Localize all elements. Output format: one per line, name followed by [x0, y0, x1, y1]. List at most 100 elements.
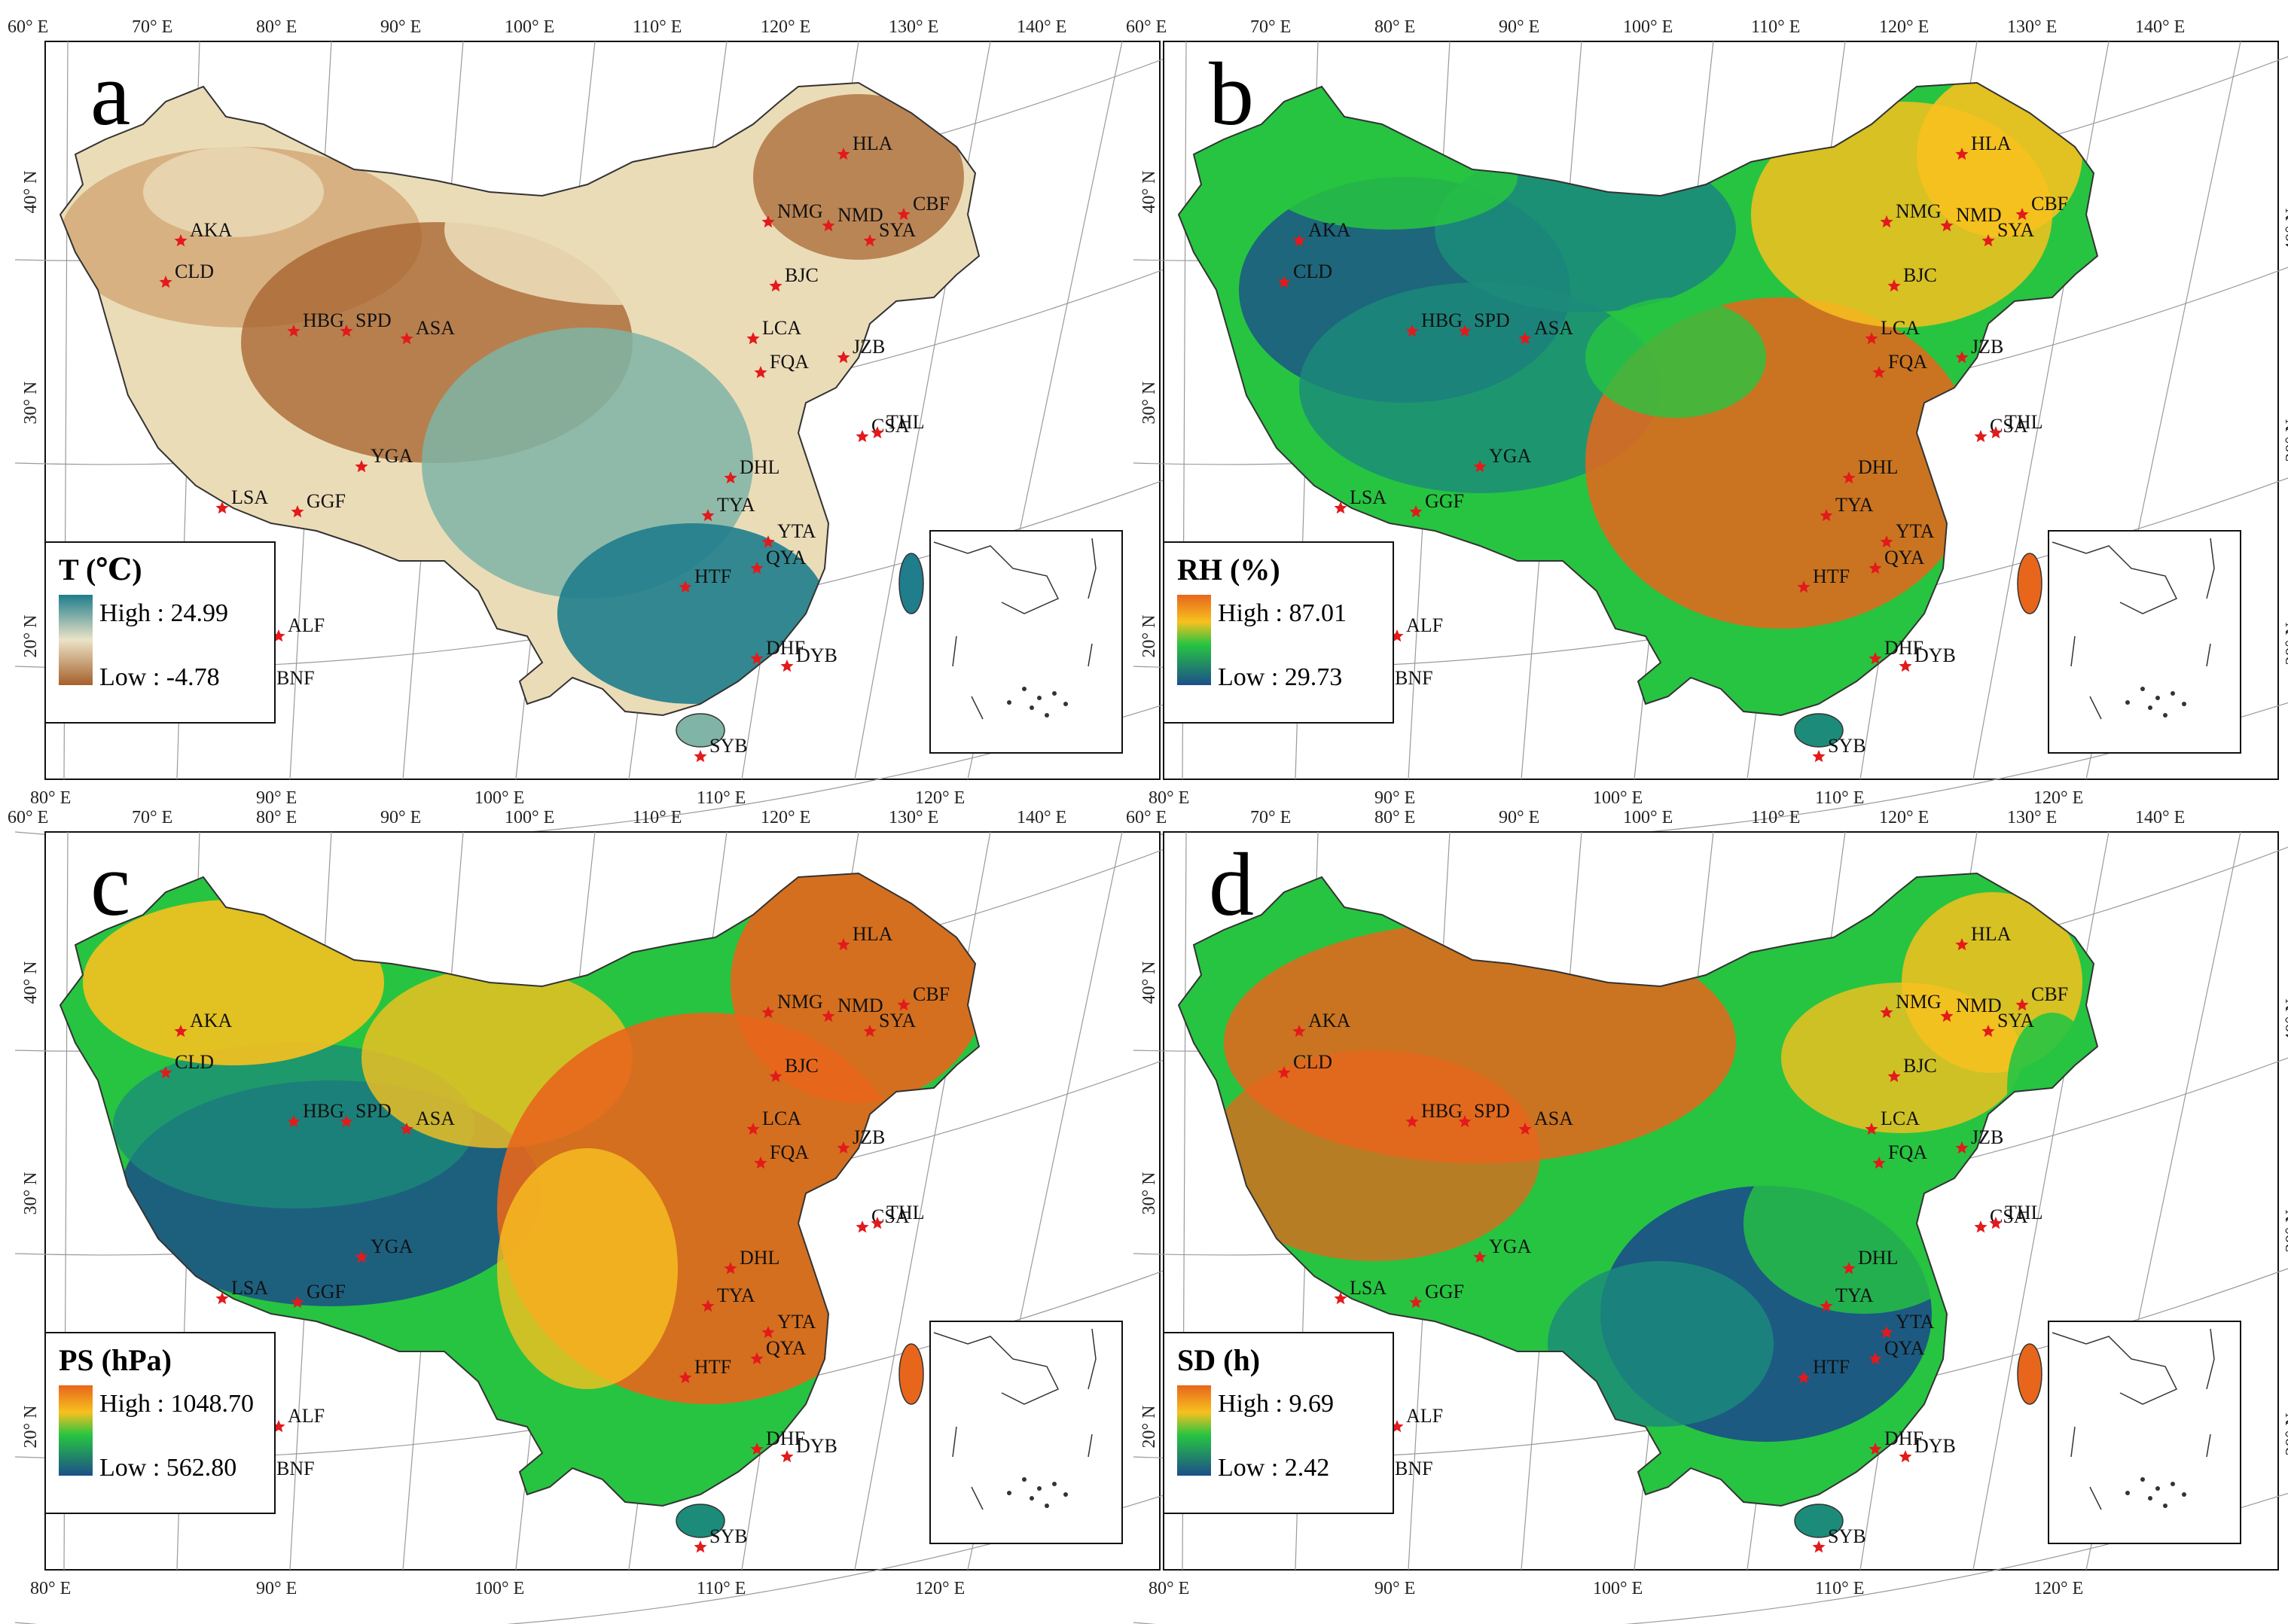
station-label: ASA [416, 1108, 455, 1129]
top-tick-label: 110° E [1751, 17, 1800, 37]
top-tick-label: 70° E [132, 17, 172, 37]
legend-title: T (℃) [59, 553, 142, 587]
station-label: JZB [853, 1126, 885, 1148]
station-label: ALF [288, 614, 325, 636]
inset-island [1052, 691, 1057, 696]
top-tick-label: 60° E [1126, 17, 1167, 37]
station-label: FQA [770, 1141, 809, 1163]
right-tick-label: 20° N [2283, 1413, 2288, 1456]
inset-island [2125, 1491, 2130, 1495]
top-tick-label: 130° E [889, 808, 938, 827]
station-label: LSA [1350, 1277, 1387, 1299]
station-label: CLD [175, 261, 214, 282]
station-label: DHL [740, 456, 779, 478]
station-star-icon [1899, 660, 1912, 672]
station-star-icon [694, 1540, 707, 1553]
top-tick-label: 130° E [2007, 808, 2057, 827]
inset-island [2182, 1492, 2186, 1497]
station-label: FQA [1888, 351, 1927, 373]
inset-dash [1088, 1434, 1093, 1458]
station-star-icon [1981, 1025, 1995, 1037]
station-label: HTF [694, 1356, 731, 1378]
station-label: SPD [355, 1100, 392, 1122]
station-label: YTA [777, 520, 816, 542]
station-label: YTA [1896, 1311, 1935, 1333]
station-label: THL [2005, 411, 2043, 433]
legend: PS (hPa) High : 1048.70 Low : 562.80 [44, 1332, 276, 1514]
station-star-icon [1842, 471, 1856, 484]
left-tick-label: 40° N [1139, 171, 1159, 214]
station-star-icon [754, 366, 767, 379]
inset-island [1045, 713, 1049, 718]
station-star-icon [750, 652, 764, 665]
legend-title: RH (%) [1177, 553, 1280, 587]
station-label: TYA [1835, 1284, 1874, 1306]
inset-island [1007, 1491, 1011, 1495]
station-star-icon [340, 1115, 353, 1128]
station-label: ASA [416, 317, 455, 339]
inset-dash [2089, 1486, 2102, 1510]
station-label: BJC [785, 264, 819, 286]
inset-island [1030, 705, 1034, 710]
bottom-tick-label: 90° E [1374, 1579, 1415, 1598]
station-star-icon [1409, 505, 1423, 518]
station-star-icon [1473, 1251, 1487, 1263]
left-tick-label: 40° N [21, 961, 41, 1004]
station-label: SYA [879, 1010, 916, 1031]
left-tick-label: 30° N [21, 382, 41, 425]
station-star-icon [1405, 1115, 1419, 1128]
station-label: YTA [1896, 520, 1935, 542]
station-star-icon [1974, 1220, 1988, 1233]
inset-dash [952, 1426, 957, 1458]
station-label: CBF [2031, 193, 2068, 215]
station-label: HLA [853, 923, 893, 945]
station-label: AKA [190, 1010, 233, 1031]
field-patch [1781, 983, 2022, 1133]
bottom-tick-label: 100° E [474, 1579, 524, 1598]
station-star-icon [856, 430, 869, 443]
legend: T (℃) High : 24.99 Low : -4.78 [44, 541, 276, 724]
right-tick-label: 20° N [2283, 623, 2288, 666]
station-label: DYB [1914, 644, 1956, 666]
station-label: BJC [1903, 1055, 1937, 1077]
station-label: TYA [1835, 494, 1874, 516]
station-star-icon [856, 1220, 869, 1233]
left-tick-label: 30° N [1139, 382, 1159, 425]
station-star-icon [1880, 215, 1893, 228]
top-tick-label: 100° E [1623, 808, 1673, 827]
station-star-icon [1334, 1292, 1347, 1305]
station-star-icon [701, 509, 715, 522]
station-star-icon [215, 501, 229, 514]
station-label: DHF [1884, 1427, 1923, 1449]
station-label: CBF [913, 193, 950, 215]
china-outline [59, 872, 981, 1507]
station-star-icon [1409, 1296, 1423, 1309]
station-star-icon [1458, 324, 1472, 337]
station-star-icon [1887, 1070, 1901, 1083]
legend-high: High : 87.01 [1218, 599, 1347, 627]
top-tick-label: 90° E [1499, 17, 1539, 37]
taiwan-island [898, 1343, 924, 1405]
station-star-icon [1869, 562, 1882, 574]
inset-dash [971, 1486, 984, 1510]
station-label: LSA [231, 486, 268, 508]
station-star-icon [1955, 351, 1969, 364]
station-label: CLD [1293, 261, 1332, 282]
station-star-icon [746, 1123, 760, 1135]
inset-frame [929, 530, 1123, 754]
station-star-icon [1940, 1010, 1954, 1022]
inset-dash [1088, 643, 1093, 667]
station-star-icon [1473, 460, 1487, 473]
bottom-tick-label: 110° E [1815, 1579, 1864, 1598]
station-star-icon [750, 1443, 764, 1455]
station-star-icon [1390, 629, 1404, 642]
panel-letter: d [1209, 834, 1254, 934]
station-star-icon [1405, 324, 1419, 337]
inset-island [1037, 1486, 1042, 1491]
station-star-icon [750, 562, 764, 574]
station-label: SPD [355, 309, 392, 331]
station-label: BNF [276, 1458, 315, 1479]
inset-island [2140, 687, 2145, 691]
station-label: JZB [853, 336, 885, 358]
